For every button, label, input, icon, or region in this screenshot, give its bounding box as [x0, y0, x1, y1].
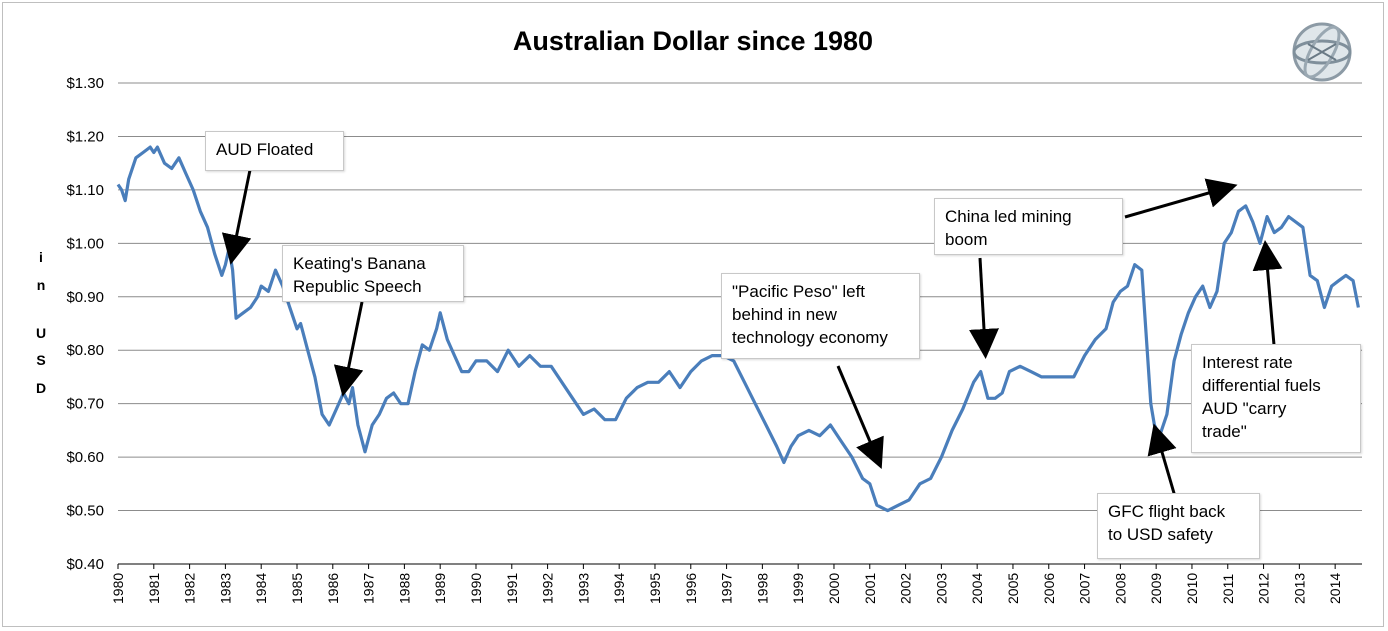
- annotation-arrows: [221, 169, 1283, 501]
- arrow-carry-trade: [1252, 240, 1283, 346]
- x-tick-label: 1991: [504, 573, 520, 604]
- x-tick-label: 2012: [1256, 573, 1272, 604]
- y-axis-label-letter: n: [37, 277, 46, 293]
- x-tick-label: 2001: [862, 573, 878, 604]
- x-tick-label: 1994: [611, 573, 627, 604]
- x-axis-ticks: 1980 1981 1982 1983 1984 1985 1986 1987 1988 1989…: [110, 564, 1343, 604]
- chart-title: Australian Dollar since 1980: [513, 26, 873, 56]
- x-tick-label: 2010: [1184, 573, 1200, 604]
- x-tick-label: 2002: [898, 573, 914, 604]
- x-tick-label: 1996: [683, 573, 699, 604]
- arrow-carry-trade-peak: [1124, 178, 1238, 219]
- x-tick-label: 1997: [719, 573, 735, 604]
- y-tick-label: $0.40: [66, 556, 104, 573]
- x-tick-label: 1989: [432, 573, 448, 604]
- arrow-banana-republic: [333, 301, 364, 397]
- y-tick-label: $0.70: [66, 396, 104, 413]
- x-tick-label: 1985: [289, 573, 305, 604]
- x-tick-label: 1983: [217, 573, 233, 604]
- y-axis-ticks: $1.30 $1.20 $1.10 $1.00 $0.90 $0.80 $0.70 $0.60…: [66, 75, 104, 573]
- y-tick-label: $1.30: [66, 75, 104, 92]
- x-tick-label: 2003: [933, 573, 949, 604]
- annotation-gfc: GFC flight back to USD safety: [1097, 493, 1260, 559]
- x-tick-label: 1995: [647, 573, 663, 604]
- y-tick-label: $1.10: [66, 182, 104, 199]
- x-tick-label: 2006: [1041, 573, 1057, 604]
- x-tick-label: 1990: [468, 573, 484, 604]
- series-line-aud-usd: [116, 145, 1360, 513]
- x-tick-label: 1986: [325, 573, 341, 604]
- y-axis-label-letter: S: [36, 352, 45, 368]
- x-tick-label: 2000: [826, 573, 842, 604]
- x-tick-label: 2004: [969, 573, 985, 604]
- y-tick-label: $0.50: [66, 503, 104, 520]
- x-tick-label: 2014: [1327, 573, 1343, 604]
- x-tick-label: 1980: [110, 573, 126, 604]
- x-tick-label: 1981: [146, 573, 162, 604]
- y-tick-label: $1.00: [66, 235, 104, 252]
- annotation-carry-trade: Interest rate differential fuels AUD "ca…: [1191, 344, 1361, 453]
- y-axis-label-letter: U: [36, 325, 46, 341]
- arrow-gfc: [1147, 423, 1178, 501]
- x-tick-label: 2008: [1112, 573, 1128, 604]
- x-tick-label: 1999: [790, 573, 806, 604]
- x-tick-label: 1992: [540, 573, 556, 604]
- x-tick-label: 2013: [1291, 573, 1307, 604]
- x-tick-label: 1993: [575, 573, 591, 604]
- y-axis-label-letter: i: [39, 249, 43, 265]
- x-tick-label: 2007: [1077, 573, 1093, 604]
- x-tick-label: 2009: [1148, 573, 1164, 604]
- arrow-china-boom: [969, 257, 999, 359]
- x-tick-label: 1988: [396, 573, 412, 604]
- arrow-aud-floated: [221, 169, 252, 265]
- x-tick-label: 1984: [253, 573, 269, 604]
- globe-logo: [1292, 22, 1352, 82]
- annotation-banana-republic: Keating's Banana Republic Speech: [282, 245, 464, 302]
- y-axis-label-letter: D: [36, 380, 46, 396]
- annotation-aud-floated: AUD Floated: [205, 131, 344, 171]
- x-tick-label: 2005: [1005, 573, 1021, 604]
- y-tick-label: $0.60: [66, 449, 104, 466]
- y-axis-label: in USD: [36, 249, 46, 396]
- x-tick-label: 1982: [182, 573, 198, 604]
- annotation-china-boom: China led mining boom: [934, 198, 1123, 255]
- x-tick-label: 2011: [1220, 574, 1236, 604]
- arrow-pacific-peso: [836, 365, 884, 470]
- series-group: [116, 145, 1360, 513]
- y-tick-label: $1.20: [66, 128, 104, 145]
- x-tick-label: 1987: [361, 573, 377, 604]
- annotation-pacific-peso: "Pacific Peso" left behind in new techno…: [721, 273, 920, 359]
- x-tick-label: 1998: [754, 573, 770, 604]
- y-tick-label: $0.90: [66, 289, 104, 306]
- y-tick-label: $0.80: [66, 342, 104, 359]
